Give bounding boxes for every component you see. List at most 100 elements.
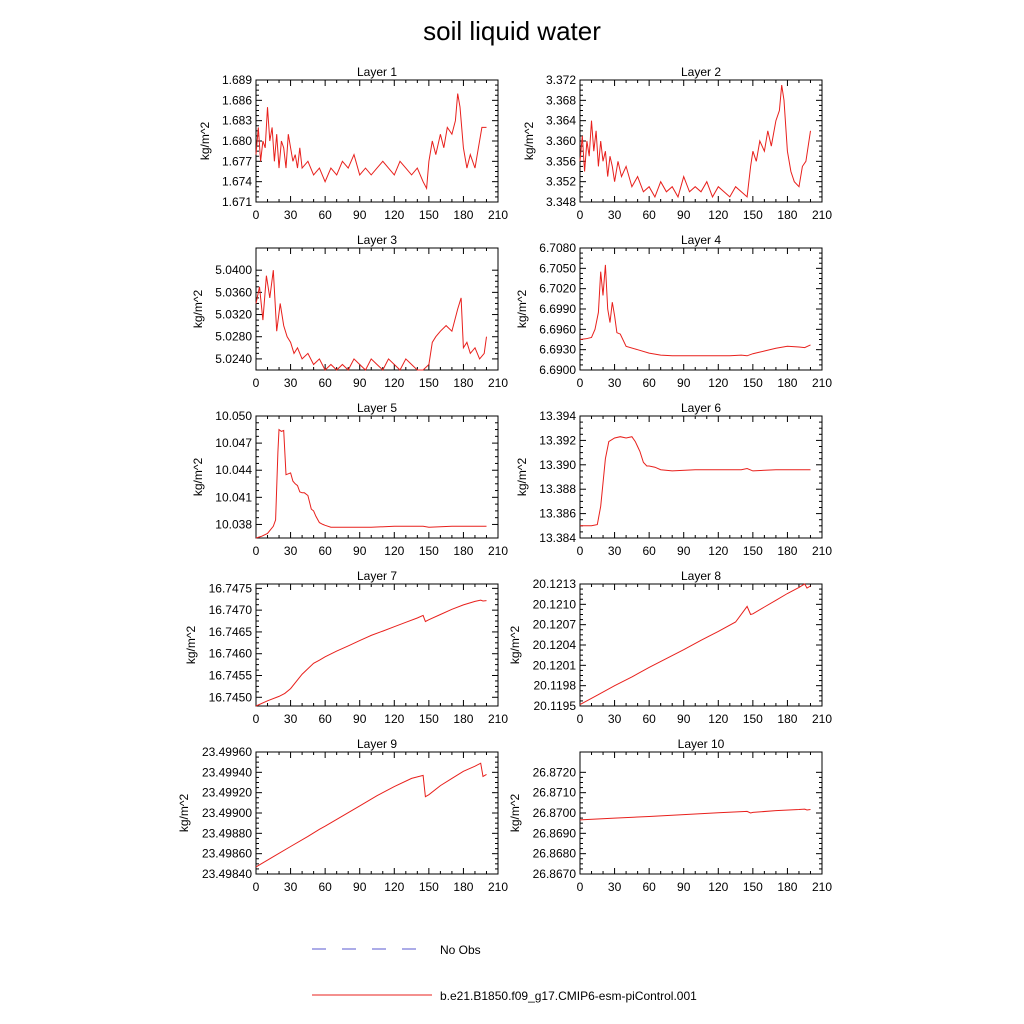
y-tick-label: 6.7020 — [539, 282, 576, 296]
y-tick-label: 26.8720 — [533, 765, 577, 779]
x-tick-label: 150 — [743, 208, 763, 222]
x-tick-label: 180 — [777, 376, 797, 390]
x-tick-label: 60 — [642, 544, 656, 558]
x-tick-label: 90 — [677, 544, 691, 558]
x-tick-label: 180 — [777, 544, 797, 558]
y-tick-label: 13.386 — [539, 507, 576, 521]
x-tick-label: 0 — [253, 544, 260, 558]
y-tick-label: 1.671 — [222, 195, 252, 209]
y-tick-label: 13.392 — [539, 433, 576, 447]
y-tick-label: 20.1198 — [534, 679, 577, 693]
y-tick-label: 6.6930 — [539, 343, 576, 357]
panel-layer-6: Layer 6 0 30 60 90 120 150 180 210 13.384 13.386 13… — [515, 401, 832, 558]
x-tick-label: 60 — [318, 880, 332, 894]
x-tick-label: 210 — [812, 880, 832, 894]
panel-title: Layer 4 — [681, 233, 721, 247]
legend-no-obs-label: No Obs — [440, 943, 481, 957]
series-line — [580, 436, 811, 527]
y-tick-label: 20.1204 — [533, 638, 577, 652]
y-tick-label: 13.388 — [539, 482, 576, 496]
panel-title: Layer 5 — [357, 401, 397, 415]
x-tick-label: 60 — [642, 208, 656, 222]
panel-layer-9: Layer 9 0 30 60 90 120 150 180 210 23.49840 23.498… — [177, 737, 508, 894]
x-tick-label: 150 — [419, 376, 439, 390]
y-axis-label: kg/m^2 — [191, 290, 205, 329]
y-tick-label: 5.0240 — [215, 352, 252, 366]
y-axis-label: kg/m^2 — [522, 122, 536, 161]
x-tick-label: 150 — [419, 712, 439, 726]
y-axis-label: kg/m^2 — [198, 122, 212, 161]
y-tick-label: 16.7460 — [209, 647, 253, 661]
x-tick-label: 120 — [384, 544, 404, 558]
x-tick-label: 90 — [353, 376, 367, 390]
plot-frame — [255, 583, 499, 707]
x-tick-label: 30 — [284, 376, 298, 390]
y-tick-label: 3.368 — [546, 93, 576, 107]
x-tick-label: 120 — [384, 880, 404, 894]
panel-title: Layer 3 — [357, 233, 397, 247]
y-tick-label: 13.390 — [539, 458, 576, 472]
y-tick-label: 10.050 — [215, 409, 252, 423]
y-tick-label: 6.6900 — [539, 363, 576, 377]
x-tick-label: 120 — [708, 880, 728, 894]
y-axis-label: kg/m^2 — [508, 794, 522, 833]
x-tick-label: 180 — [453, 208, 473, 222]
y-axis-label: kg/m^2 — [191, 458, 205, 497]
y-tick-label: 23.49860 — [202, 847, 252, 861]
y-tick-label: 10.044 — [215, 463, 252, 477]
x-tick-label: 30 — [284, 712, 298, 726]
y-tick-label: 6.7080 — [539, 241, 576, 255]
y-tick-label: 26.8700 — [533, 806, 577, 820]
y-axis-label: kg/m^2 — [177, 794, 191, 833]
x-tick-label: 210 — [488, 208, 508, 222]
x-tick-label: 30 — [284, 544, 298, 558]
y-tick-label: 16.7455 — [209, 669, 253, 683]
legend: No Obs b.e21.B1850.f09_g17.CMIP6-esm-piC… — [312, 943, 697, 1003]
x-tick-label: 150 — [743, 712, 763, 726]
x-tick-label: 150 — [419, 208, 439, 222]
x-tick-label: 90 — [353, 880, 367, 894]
x-tick-label: 30 — [284, 880, 298, 894]
y-tick-label: 23.49840 — [202, 867, 252, 881]
plot-frame — [255, 751, 499, 875]
panel-title: Layer 2 — [681, 65, 721, 79]
series-line — [579, 264, 811, 357]
x-tick-label: 90 — [353, 544, 367, 558]
y-tick-label: 16.7475 — [209, 581, 253, 595]
series-line — [255, 762, 487, 868]
y-tick-label: 1.674 — [222, 175, 252, 189]
x-tick-label: 210 — [812, 712, 832, 726]
x-tick-label: 180 — [777, 880, 797, 894]
x-tick-label: 210 — [488, 712, 508, 726]
x-tick-label: 210 — [812, 544, 832, 558]
panel-layer-10: Layer 10 0 30 60 90 120 150 180 210 26.8670 26.868… — [508, 737, 832, 894]
y-axis-label: kg/m^2 — [184, 626, 198, 665]
panel-title: Layer 6 — [681, 401, 721, 415]
x-tick-label: 210 — [812, 208, 832, 222]
x-tick-label: 120 — [384, 208, 404, 222]
y-tick-label: 1.680 — [222, 134, 252, 148]
x-tick-label: 120 — [708, 208, 728, 222]
y-tick-label: 23.49900 — [202, 806, 252, 820]
x-tick-label: 30 — [284, 208, 298, 222]
y-tick-label: 20.1195 — [534, 699, 577, 713]
x-tick-label: 0 — [253, 712, 260, 726]
panel-layer-8: Layer 8 0 30 60 90 120 150 180 210 20.1195 20.1198… — [508, 569, 832, 726]
panel-title: Layer 7 — [357, 569, 397, 583]
y-tick-label: 23.49920 — [202, 786, 252, 800]
series-line — [255, 93, 487, 191]
x-tick-label: 210 — [488, 544, 508, 558]
series-line — [579, 85, 811, 199]
panel-title: Layer 10 — [678, 737, 725, 751]
y-tick-label: 23.49940 — [202, 765, 252, 779]
y-tick-label: 26.8670 — [533, 867, 577, 881]
series-line — [579, 808, 811, 821]
x-tick-label: 210 — [488, 376, 508, 390]
y-tick-label: 5.0320 — [215, 308, 252, 322]
y-tick-label: 13.394 — [539, 409, 576, 423]
x-tick-label: 180 — [453, 712, 473, 726]
y-tick-label: 26.8690 — [533, 826, 577, 840]
plot-frame — [579, 583, 823, 707]
plot-frame — [579, 751, 823, 875]
series-line — [255, 599, 487, 707]
